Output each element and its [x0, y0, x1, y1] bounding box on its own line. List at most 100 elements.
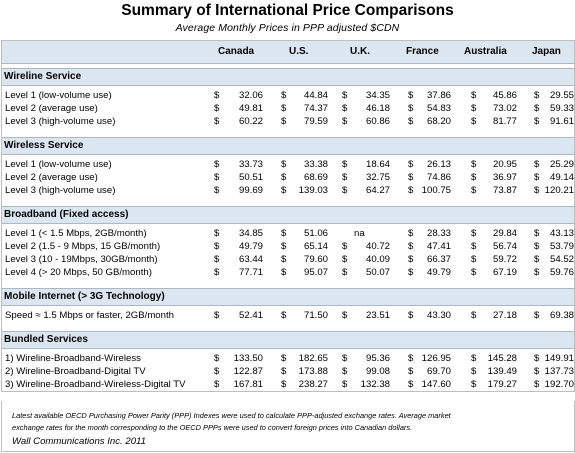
- currency-symbol: $: [214, 353, 220, 364]
- price-cell: 25.29: [549, 159, 574, 170]
- price-cell: 50.51: [238, 172, 263, 183]
- price-cell: 79.60: [303, 254, 328, 265]
- row-label: Level 3 (10 - 19Mbps, 30GB/month): [5, 254, 158, 265]
- price-cell: 99.08: [365, 366, 390, 377]
- currency-symbol: $: [408, 379, 414, 390]
- table-row: 1) Wireline-Broadband-Wireless $133.50 $18…: [2, 352, 574, 365]
- price-cell: 50.07: [365, 267, 390, 278]
- currency-symbol: $: [408, 228, 414, 239]
- currency-symbol: $: [214, 267, 220, 278]
- column-header-row: Canada U.S. U.K. France Australia Japan: [2, 41, 574, 64]
- table-row: Level 2 (average use) $50.51 $68.69 $32.75 $…: [2, 171, 574, 184]
- row-label: Level 2 (average use): [5, 103, 98, 114]
- table-row: Level 2 (1.5 - 9 Mbps, 15 GB/month) $49.7…: [2, 240, 574, 253]
- row-label: 1) Wireline-Broadband-Wireless: [5, 353, 141, 364]
- price-cell: 64.27: [365, 185, 390, 196]
- currency-symbol: $: [408, 254, 414, 265]
- table-row: Level 3 (high-volume use) $99.69 $139.03 $6…: [2, 184, 574, 197]
- price-cell: 71.50: [303, 310, 328, 321]
- currency-symbol: $: [214, 379, 220, 390]
- currency-symbol: $: [471, 353, 477, 364]
- table-row: 3) Wireline-Broadband-Wireless-Digital T…: [2, 378, 574, 391]
- currency-symbol: $: [342, 379, 348, 390]
- section-title: Broadband (Fixed access): [4, 209, 129, 220]
- price-cell: 67.19: [492, 267, 517, 278]
- price-cell: 18.64: [365, 159, 390, 170]
- section-4: Bundled Services 1) Wireline-Broadband-Wi…: [2, 322, 574, 391]
- price-cell: 81.77: [492, 116, 517, 127]
- currency-symbol: $: [471, 116, 477, 127]
- price-cell: 73.87: [492, 185, 517, 196]
- price-cell: 60.86: [365, 116, 390, 127]
- section-spacer: [2, 197, 574, 206]
- row-label: Level 3 (high-volume use): [5, 116, 116, 127]
- price-cell: 26.13: [426, 159, 451, 170]
- price-cell: 182.65: [298, 353, 328, 364]
- currency-symbol: $: [281, 353, 287, 364]
- currency-symbol: $: [342, 267, 348, 278]
- price-cell: 23.51: [365, 310, 390, 321]
- price-cell: 27.18: [492, 310, 517, 321]
- table-row: Level 1 (low-volume use) $32.06 $44.84 $34.…: [2, 89, 574, 102]
- table-row: Speed ≈ 1.5 Mbps or faster, 2GB/month $52…: [2, 309, 574, 322]
- currency-symbol: $: [471, 310, 477, 321]
- currency-symbol: $: [214, 366, 220, 377]
- table-row: Level 3 (high-volume use) $60.22 $79.59 $60…: [2, 115, 574, 128]
- price-cell: 49.79: [426, 267, 451, 278]
- price-cell: 74.86: [426, 172, 451, 183]
- price-cell: 49.81: [238, 103, 263, 114]
- currency-symbol: $: [534, 159, 540, 170]
- section-title: Wireline Service: [4, 71, 82, 82]
- column-header-japan: Japan: [532, 46, 561, 57]
- table-body: Wireline Service Level 1 (low-volume use)…: [2, 64, 574, 391]
- currency-symbol: $: [214, 159, 220, 170]
- price-cell: 173.88: [298, 366, 328, 377]
- currency-symbol: $: [471, 159, 477, 170]
- currency-symbol: $: [342, 90, 348, 101]
- credit-line: Wall Communications Inc. 2011: [12, 436, 147, 447]
- currency-symbol: $: [534, 241, 540, 252]
- currency-symbol: $: [342, 116, 348, 127]
- table-row: Level 4 (> 20 Mbps, 50 GB/month) $77.71 $9…: [2, 266, 574, 279]
- currency-symbol: $: [214, 103, 220, 114]
- currency-symbol: $: [342, 310, 348, 321]
- price-cell: 95.07: [303, 267, 328, 278]
- section-title-row: Bundled Services: [2, 331, 574, 349]
- column-header-canada: Canada: [218, 46, 255, 57]
- currency-symbol: $: [408, 172, 414, 183]
- section-0: Wireline Service Level 1 (low-volume use)…: [2, 64, 574, 128]
- section-title-row: Mobile Internet (> 3G Technology): [2, 288, 574, 306]
- price-cell: 28.33: [426, 228, 451, 239]
- currency-symbol: $: [214, 254, 220, 265]
- currency-symbol: $: [534, 254, 540, 265]
- currency-symbol: $: [281, 103, 287, 114]
- price-cell: 73.02: [492, 103, 517, 114]
- price-cell: 33.38: [303, 159, 328, 170]
- price-cell: 66.37: [426, 254, 451, 265]
- currency-symbol: $: [534, 353, 540, 364]
- currency-symbol: $: [534, 116, 540, 127]
- currency-symbol: $: [471, 254, 477, 265]
- currency-symbol: $: [408, 103, 414, 114]
- row-label: Level 3 (high-volume use): [5, 185, 116, 196]
- row-label: Speed ≈ 1.5 Mbps or faster, 2GB/month: [5, 310, 174, 321]
- price-cell: 192.70: [544, 379, 574, 390]
- price-cell: 167.81: [233, 379, 263, 390]
- price-cell: 122.87: [233, 366, 263, 377]
- currency-symbol: $: [534, 228, 540, 239]
- table-row: Level 2 (average use) $49.81 $74.37 $46.18 $…: [2, 102, 574, 115]
- row-label: 3) Wireline-Broadband-Wireless-Digital T…: [5, 379, 186, 390]
- currency-symbol: $: [281, 254, 287, 265]
- price-cell: 59.76: [549, 267, 574, 278]
- price-cell: 68.69: [303, 172, 328, 183]
- price-cell: 20.95: [492, 159, 517, 170]
- currency-symbol: $: [534, 310, 540, 321]
- currency-symbol: $: [534, 185, 540, 196]
- currency-symbol: $: [281, 228, 287, 239]
- price-cell: 77.71: [238, 267, 263, 278]
- price-cell: 95.36: [365, 353, 390, 364]
- price-cell: 60.22: [238, 116, 263, 127]
- currency-symbol: $: [214, 241, 220, 252]
- price-cell: 100.75: [421, 185, 451, 196]
